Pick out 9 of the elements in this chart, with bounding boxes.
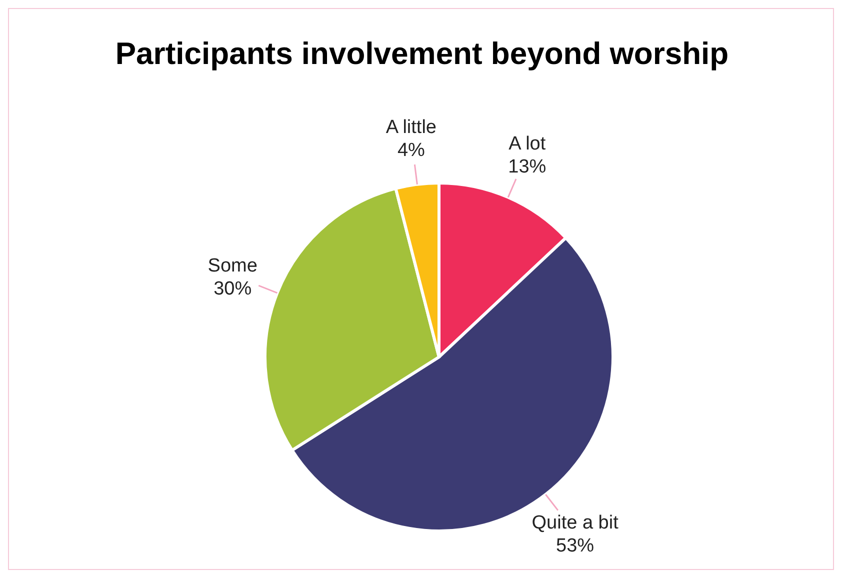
slice-label: A lot — [508, 133, 546, 154]
data-label: 4% — [397, 140, 426, 161]
data-label: 13% — [508, 156, 546, 178]
data-label: 53% — [556, 535, 594, 556]
data-label: 30% — [214, 278, 252, 300]
chart-title: Participants involvement beyond worship — [114, 35, 730, 73]
slice-label: Quite a bit — [532, 512, 620, 534]
slice-label: Some — [208, 255, 258, 276]
slice-label: A little — [386, 116, 437, 138]
